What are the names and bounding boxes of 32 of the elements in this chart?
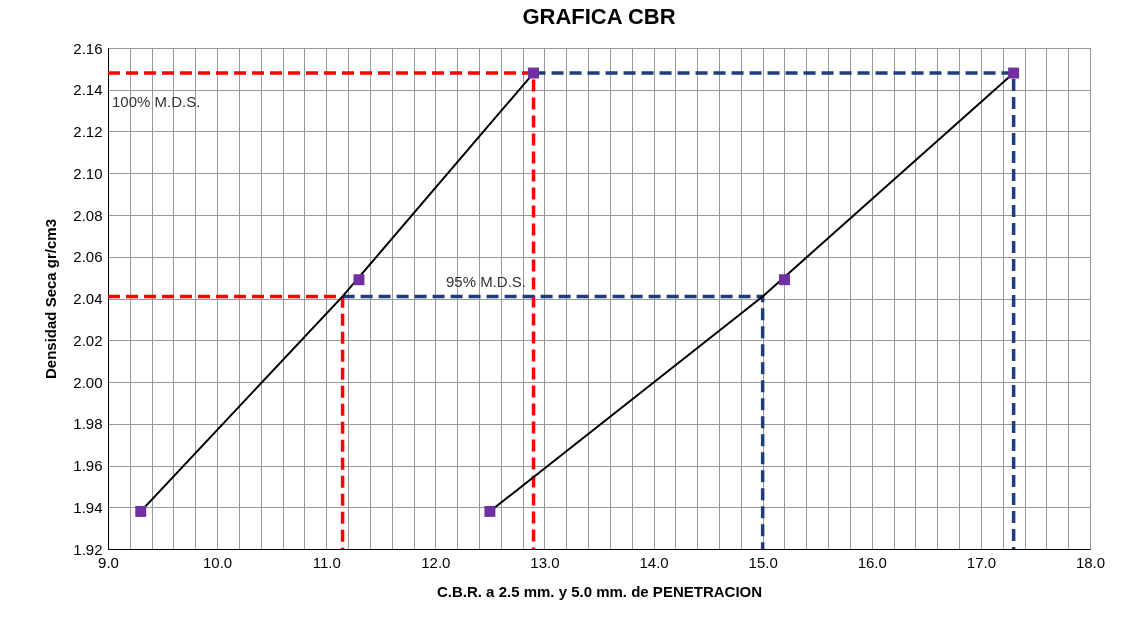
y-tick-label: 2.08 (73, 206, 103, 224)
x-tick-label: 14.0 (639, 553, 669, 571)
y-tick-label: 2.04 (73, 290, 103, 307)
point (135, 505, 147, 517)
y-tick-label: 2.10 (73, 164, 103, 182)
x-axis-title: C.B.R. a 2.5 mm. y 5.0 mm. de PENETRACION (436, 582, 763, 600)
x-tick-label: 17.0 (966, 553, 996, 571)
chart-title: GRAFICA CBR (522, 4, 676, 29)
x-tick-label: 11.0 (312, 553, 341, 571)
y-tick-label: 1.94 (73, 498, 103, 516)
y-axis-title: Densidad Seca gr/cm3 (42, 218, 60, 380)
point (779, 274, 790, 286)
x-tick-label: 13.0 (530, 553, 560, 571)
annotation: 100% M.D.S. (112, 93, 201, 110)
y-tick-label: 2.12 (73, 123, 103, 140)
point (484, 505, 496, 517)
y-tick-label: 2.16 (73, 39, 103, 57)
point (353, 274, 365, 286)
y-tick-label: 1.98 (73, 415, 103, 433)
x-tick-label: 15.0 (748, 553, 778, 571)
y-tick-label: 2.14 (73, 81, 103, 99)
y-tick-label: 2.00 (73, 373, 103, 391)
x-tick-label: 18.0 (1075, 553, 1106, 571)
y-tick-label: 1.96 (73, 457, 103, 474)
x-tick-label: 10.0 (203, 553, 233, 571)
y-tick-label: 2.06 (73, 248, 103, 266)
x-tick-label: 12.0 (421, 553, 451, 571)
x-tick-label: 16.0 (857, 553, 887, 571)
annotation: 95% M.D.S. (446, 273, 527, 290)
point (528, 67, 540, 79)
point (1008, 67, 1020, 79)
y-tick-label: 2.02 (73, 331, 103, 349)
